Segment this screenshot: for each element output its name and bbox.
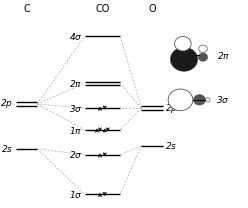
Circle shape <box>193 95 205 105</box>
Circle shape <box>205 98 210 102</box>
Text: 3$\sigma$: 3$\sigma$ <box>68 103 82 114</box>
Text: O: O <box>148 4 156 14</box>
Circle shape <box>175 36 191 51</box>
Circle shape <box>199 45 207 53</box>
Text: 2$p$: 2$p$ <box>165 102 178 115</box>
Text: 2$\pi$: 2$\pi$ <box>217 50 230 61</box>
Text: 4$\sigma$: 4$\sigma$ <box>68 31 82 42</box>
Circle shape <box>198 53 208 61</box>
Text: 2$\sigma$: 2$\sigma$ <box>68 150 82 160</box>
Text: 3$\sigma$: 3$\sigma$ <box>216 94 230 105</box>
Text: 1$\pi$: 1$\pi$ <box>69 125 82 135</box>
Circle shape <box>168 89 193 111</box>
Text: CO: CO <box>95 4 110 14</box>
Circle shape <box>170 47 198 71</box>
Text: 2$s$: 2$s$ <box>165 140 177 151</box>
Text: 2$s$: 2$s$ <box>1 143 13 154</box>
Text: 2$\pi$: 2$\pi$ <box>69 78 82 89</box>
Text: 2$p$: 2$p$ <box>0 98 13 110</box>
Text: 1$\sigma$: 1$\sigma$ <box>68 189 82 200</box>
Text: C: C <box>23 4 30 14</box>
